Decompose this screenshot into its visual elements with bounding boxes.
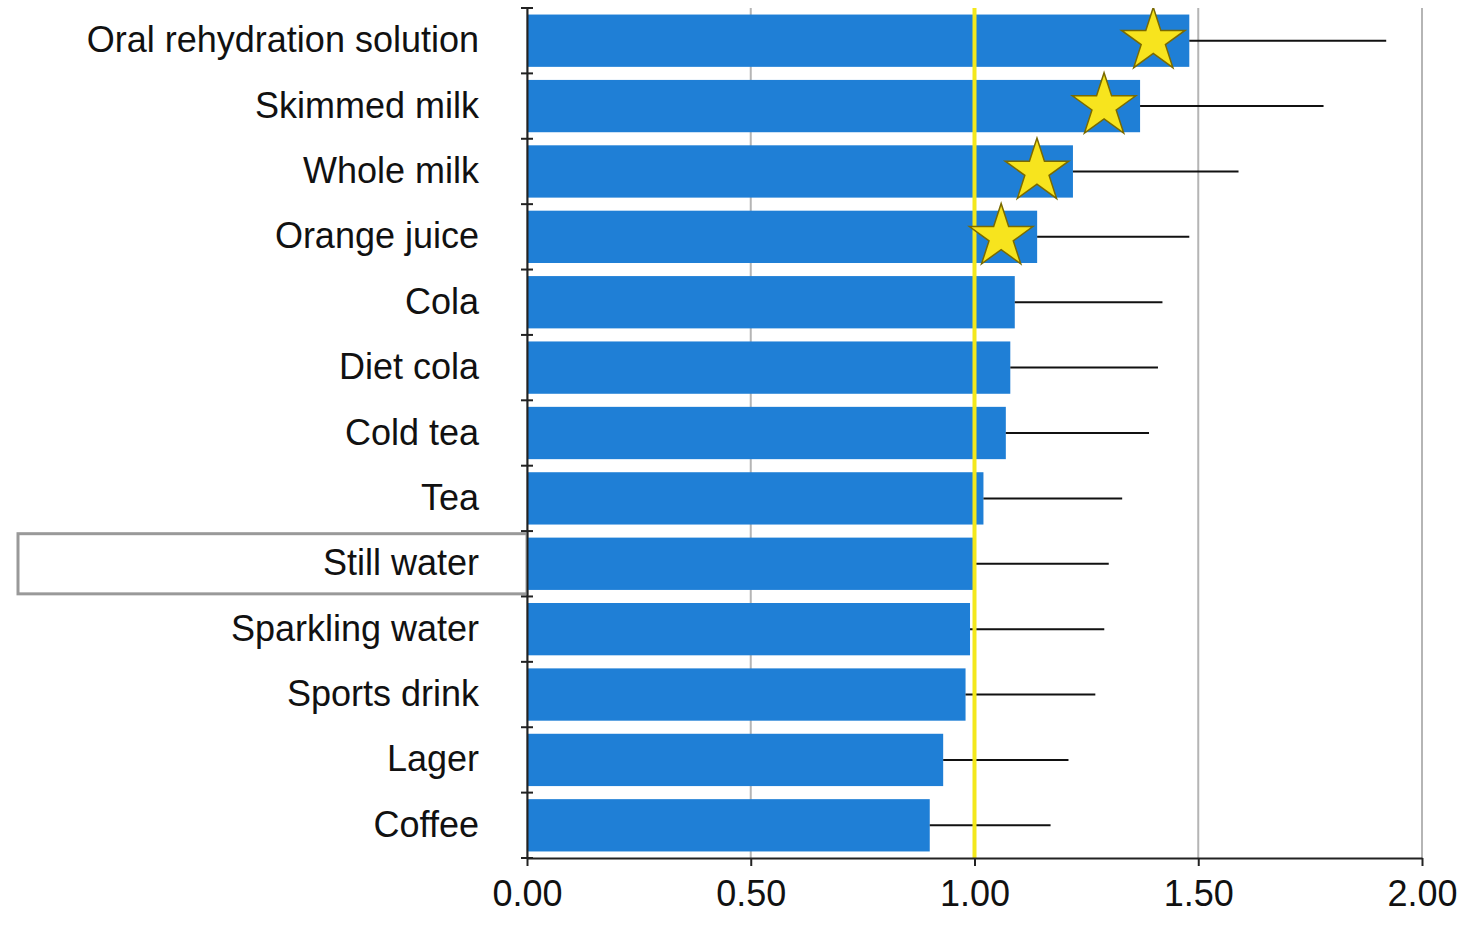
bar xyxy=(527,276,1015,328)
error-bar xyxy=(975,563,1109,565)
category-label: Sparkling water xyxy=(231,608,479,649)
reference-line xyxy=(973,8,977,858)
grid xyxy=(527,8,1422,858)
band-tick xyxy=(521,399,533,401)
x-tick-mark xyxy=(527,858,529,866)
category-label: Whole milk xyxy=(303,150,480,191)
band-tick xyxy=(521,72,533,74)
category-label: Lager xyxy=(387,738,479,779)
error-bar xyxy=(1015,301,1163,303)
band-tick xyxy=(521,726,533,728)
category-label: Oral rehydration solution xyxy=(87,19,479,60)
y-tick: Sparkling water xyxy=(231,608,527,649)
grid-line xyxy=(1421,8,1423,858)
bar xyxy=(527,145,1073,197)
y-tick: Orange juice xyxy=(275,215,527,256)
error-bar xyxy=(1037,236,1189,238)
x-tick: 2.00 xyxy=(1387,858,1457,914)
error-bar xyxy=(1189,40,1386,42)
error-bar xyxy=(1010,367,1158,369)
y-tick: Tea xyxy=(421,477,527,518)
y-tick: Diet cola xyxy=(339,346,527,387)
plot-area xyxy=(527,8,1386,858)
category-label: Diet cola xyxy=(339,346,480,387)
band-tick xyxy=(521,857,533,859)
significance-star xyxy=(1122,8,1185,68)
bar xyxy=(527,472,983,524)
significance-star xyxy=(1005,138,1068,198)
y-tick: Cold tea xyxy=(345,412,527,453)
grid-line xyxy=(1197,8,1199,858)
bar xyxy=(527,341,1010,393)
category-label: Orange juice xyxy=(275,215,479,256)
y-tick: Still water xyxy=(323,542,527,583)
y-axis-line xyxy=(527,9,529,859)
y-tick: Coffee xyxy=(374,804,527,845)
category-label: Cold tea xyxy=(345,412,480,453)
x-tick: 1.50 xyxy=(1164,858,1234,914)
x-tick-mark xyxy=(750,858,752,866)
category-label: Tea xyxy=(421,477,480,518)
band-tick xyxy=(521,792,533,794)
band-tick xyxy=(521,269,533,271)
x-tick-label: 1.00 xyxy=(940,873,1010,914)
x-tick-label: 0.50 xyxy=(716,873,786,914)
bar xyxy=(527,80,1140,132)
category-label: Cola xyxy=(405,281,480,322)
band-tick xyxy=(521,465,533,467)
significance-star xyxy=(1072,73,1135,133)
y-tick: Skimmed milk xyxy=(255,85,527,126)
y-tick: Lager xyxy=(387,738,527,779)
highlights xyxy=(18,534,527,594)
x-tick: 1.00 xyxy=(940,858,1010,914)
band-tick xyxy=(521,7,533,9)
y-tick: Oral rehydration solution xyxy=(87,19,527,60)
error-bar xyxy=(970,628,1104,630)
bar xyxy=(527,538,975,590)
x-tick-label: 1.50 xyxy=(1164,873,1234,914)
y-tick: Cola xyxy=(405,281,527,322)
error-bar xyxy=(1006,432,1149,434)
y-tick: Sports drink xyxy=(287,673,527,714)
highlight-box xyxy=(18,534,527,594)
x-tick-mark xyxy=(1422,858,1424,866)
x-tick-label: 0.00 xyxy=(492,873,562,914)
grid-line xyxy=(974,8,976,858)
x-tick-label: 2.00 xyxy=(1387,873,1457,914)
band-tick xyxy=(521,661,533,663)
band-tick xyxy=(521,530,533,532)
bar xyxy=(527,799,930,851)
error-bar xyxy=(983,497,1122,499)
x-tick-mark xyxy=(1198,858,1200,866)
bar xyxy=(527,15,1189,67)
x-axis: 0.00 0.50 1.00 1.50 2.00 xyxy=(492,858,1457,914)
bar xyxy=(527,668,966,720)
error-bar xyxy=(930,824,1051,826)
band-tick xyxy=(521,334,533,336)
category-label: Sports drink xyxy=(287,673,480,714)
grid-line xyxy=(526,8,528,858)
chart: 0.00 0.50 1.00 1.50 2.00 Oral rehydration sol… xyxy=(0,0,1476,944)
error-bar xyxy=(1073,170,1239,172)
category-label: Coffee xyxy=(374,804,479,845)
bar xyxy=(527,407,1006,459)
bar xyxy=(527,603,970,655)
category-label: Skimmed milk xyxy=(255,85,480,126)
error-bar xyxy=(966,694,1096,696)
bar xyxy=(527,211,1037,263)
error-bar xyxy=(943,759,1068,761)
band-tick xyxy=(521,595,533,597)
error-bar xyxy=(1140,105,1323,107)
x-tick: 0.50 xyxy=(716,858,786,914)
y-axis: Oral rehydration solution Skimmed milk Who… xyxy=(87,9,528,859)
x-tick-mark xyxy=(974,858,976,866)
x-tick: 0.00 xyxy=(492,858,562,914)
band-tick xyxy=(521,138,533,140)
bar xyxy=(527,734,943,786)
category-label: Still water xyxy=(323,542,479,583)
significance-star xyxy=(969,203,1032,263)
y-tick: Whole milk xyxy=(303,150,527,191)
band-tick xyxy=(521,203,533,205)
band-ticks xyxy=(521,8,533,858)
